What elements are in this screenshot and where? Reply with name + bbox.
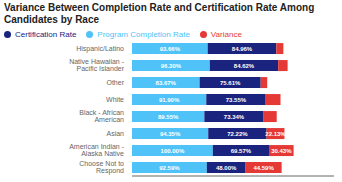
html-text:Variance: Variance (210, 30, 242, 39)
svg-text:White: White (106, 96, 124, 103)
svg-text:Asian: Asian (106, 130, 124, 137)
svg-text:92.59%: 92.59% (159, 165, 180, 171)
svg-text:100.00%: 100.00% (161, 148, 185, 154)
svg-text:48.00%: 48.00% (216, 165, 237, 171)
svg-text:30.43%: 30.43% (271, 148, 292, 154)
html-text:Certification Rate: Certification Rate (15, 30, 77, 39)
svg-text:Hispanic/Latino: Hispanic/Latino (76, 45, 124, 53)
svg-text:83.67%: 83.67% (156, 80, 177, 86)
svg-text:Black - AfricanAmerican: Black - AfricanAmerican (79, 109, 124, 123)
svg-text:Choose Not toRespond: Choose Not toRespond (79, 160, 124, 175)
html-text:Program Completion Rate: Program Completion Rate (97, 30, 190, 39)
svg-text:96.30%: 96.30% (161, 63, 182, 69)
svg-text:69.57%: 69.57% (231, 148, 252, 154)
svg-text:American Indian -Alaska Native: American Indian -Alaska Native (69, 143, 125, 157)
svg-text:75.61%: 75.61% (220, 80, 241, 86)
svg-text:91.90%: 91.90% (159, 97, 180, 103)
svg-text:93.66%: 93.66% (160, 46, 181, 52)
svg-text:89.55%: 89.55% (158, 114, 179, 120)
svg-text:72.22%: 72.22% (227, 131, 248, 137)
svg-text:22.13%: 22.13% (265, 131, 286, 137)
svg-text:84.62%: 84.62% (234, 63, 255, 69)
svg-text:73.34%: 73.34% (224, 114, 245, 120)
svg-text:Other: Other (106, 79, 124, 86)
svg-text:44.59%: 44.59% (253, 165, 274, 171)
svg-text:Native Hawaiian -Pacific Islan: Native Hawaiian -Pacific Islander (69, 58, 125, 72)
svg-text:94.35%: 94.35% (160, 131, 181, 137)
svg-text:73.55%: 73.55% (226, 97, 247, 103)
svg-text:84.96%: 84.96% (232, 46, 253, 52)
html-text:Variance Between Completion Ra: Variance Between Completion Rate and Cer… (4, 2, 315, 25)
